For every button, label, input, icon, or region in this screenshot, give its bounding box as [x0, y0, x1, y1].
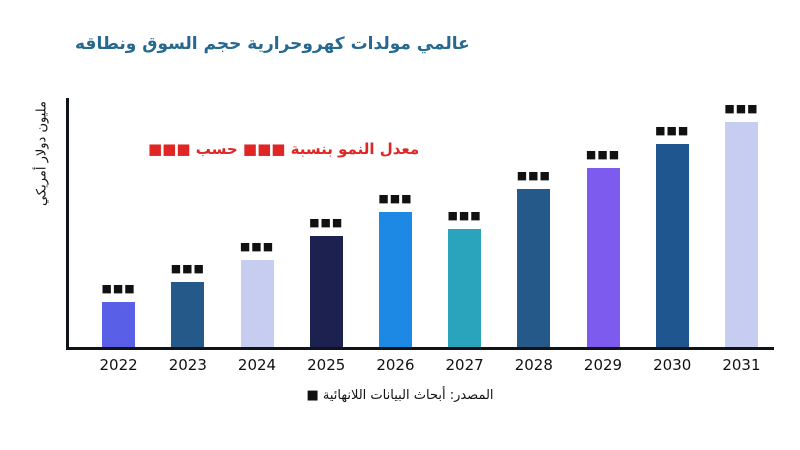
bar-column-2027: ■■■	[430, 100, 499, 347]
bar-value-label: ■■■	[655, 124, 690, 138]
bar-2023	[171, 281, 205, 347]
bar-value-label: ■■■	[170, 261, 205, 275]
bar-column-2028: ■■■	[499, 100, 568, 347]
bar-2030	[655, 144, 689, 347]
bar-2022	[102, 301, 136, 347]
bar-2026	[378, 211, 412, 347]
bar-value-label: ■■■	[378, 191, 413, 205]
bar-column-2025: ■■■	[292, 100, 361, 347]
bar-value-label: ■■■	[101, 281, 136, 295]
bar-column-2026: ■■■	[361, 100, 430, 347]
x-tick-label-2023: 2023	[168, 356, 207, 374]
bar-column-2029: ■■■	[568, 100, 637, 347]
bar-2031	[724, 121, 758, 347]
x-tick-label-2028: 2028	[514, 356, 553, 374]
x-tick-label-2026: 2026	[376, 356, 415, 374]
bar-value-label: ■■■	[309, 216, 344, 230]
x-tick-label-2031: 2031	[722, 356, 761, 374]
bar-value-label: ■■■	[447, 209, 482, 223]
bar-column-2030: ■■■	[638, 100, 707, 347]
bar-value-label: ■■■	[516, 168, 551, 182]
source-note: المصدر: أبحاث البيانات اللانهائية ■	[306, 388, 494, 403]
y-axis-label: مليون دولار أمريكي	[34, 101, 50, 206]
growth-note: معدل النمو بنسبة ■■■ حسب ■■■	[148, 140, 420, 158]
bars-container: ■■■ ■■■ ■■■ ■■■ ■■■ ■■■ ■■■ ■■■ ■■■ ■■■	[84, 100, 776, 347]
chart-title: عالمي مولدات كهروحرارية حجم السوق ونطاقه	[75, 34, 470, 54]
x-ticks: 2022 2023 2024 2025 2026 2027 2028 2029 2030 2031	[84, 356, 776, 374]
x-tick-label-2025: 2025	[307, 356, 346, 374]
bar-column-2031: ■■■	[707, 100, 776, 347]
x-tick-label-2030: 2030	[653, 356, 692, 374]
bar-2027	[448, 229, 482, 347]
bar-column-2024: ■■■	[222, 100, 291, 347]
x-tick-label-2022: 2022	[99, 356, 138, 374]
bar-2024	[240, 260, 274, 347]
bar-value-label: ■■■	[239, 240, 275, 254]
bar-column-2023: ■■■	[153, 100, 222, 347]
bar-value-label: ■■■	[585, 148, 621, 162]
bar-2028	[517, 188, 551, 347]
y-axis-line	[66, 98, 69, 350]
bar-2025	[309, 236, 343, 347]
bar-column-2022: ■■■	[84, 100, 153, 347]
x-axis-line	[66, 347, 774, 350]
bar-2029	[586, 168, 620, 347]
x-tick-label-2029: 2029	[583, 356, 623, 374]
x-tick-label-2024: 2024	[237, 356, 277, 374]
bar-value-label: ■■■	[724, 101, 759, 115]
x-tick-label-2027: 2027	[445, 356, 484, 374]
